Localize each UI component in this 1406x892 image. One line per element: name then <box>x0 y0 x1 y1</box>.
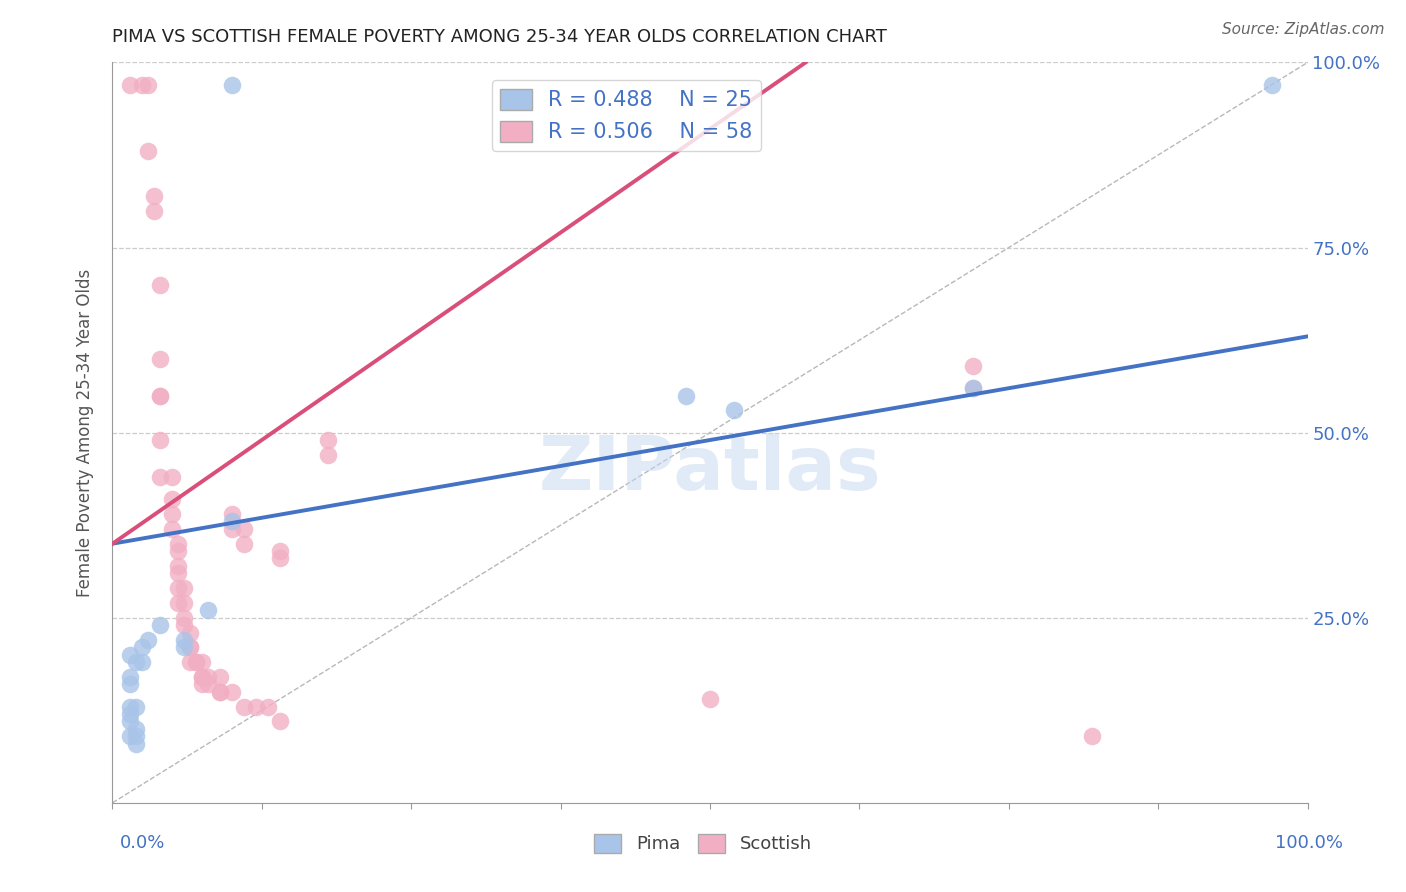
Point <box>173 581 195 595</box>
Y-axis label: Female Poverty Among 25-34 Year Olds: Female Poverty Among 25-34 Year Olds <box>76 268 94 597</box>
Point <box>149 470 172 484</box>
Point <box>191 670 214 684</box>
Point <box>269 551 291 566</box>
Point <box>167 566 190 581</box>
Point <box>173 610 195 624</box>
Point <box>221 522 243 536</box>
Point <box>962 359 984 373</box>
Text: ZIPatlas: ZIPatlas <box>538 434 882 506</box>
Point <box>209 670 232 684</box>
Point <box>138 78 160 92</box>
Point <box>120 78 142 92</box>
Point <box>131 640 153 655</box>
Point <box>269 544 291 558</box>
Text: Source: ZipAtlas.com: Source: ZipAtlas.com <box>1222 22 1385 37</box>
Point <box>1261 78 1284 92</box>
Point <box>125 699 148 714</box>
Point <box>197 677 219 691</box>
Point <box>179 655 201 669</box>
Point <box>131 655 153 669</box>
Point <box>173 632 195 647</box>
Point <box>316 433 339 447</box>
Point <box>125 722 148 736</box>
Point <box>131 78 153 92</box>
Point <box>120 699 142 714</box>
Point <box>257 699 280 714</box>
Point <box>316 448 339 462</box>
Point <box>162 507 183 521</box>
Point <box>699 692 721 706</box>
Point <box>179 625 201 640</box>
Point <box>120 729 142 743</box>
Point <box>191 677 214 691</box>
Point <box>162 492 183 507</box>
Legend: R = 0.488    N = 25, R = 0.506    N = 58: R = 0.488 N = 25, R = 0.506 N = 58 <box>492 80 761 151</box>
Point <box>186 655 208 669</box>
Point <box>167 596 190 610</box>
Point <box>191 655 214 669</box>
Point <box>120 714 142 729</box>
Point <box>120 706 142 721</box>
Point <box>149 433 172 447</box>
Point <box>120 670 142 684</box>
Point <box>125 737 148 751</box>
Point <box>245 699 267 714</box>
Point <box>120 648 142 662</box>
Point <box>221 507 243 521</box>
Point <box>149 388 172 402</box>
Point <box>962 381 984 395</box>
Point <box>149 351 172 366</box>
Point <box>723 403 745 417</box>
Point <box>138 145 160 159</box>
Point <box>179 640 201 655</box>
Point <box>209 685 232 699</box>
Point <box>149 277 172 292</box>
Point <box>125 729 148 743</box>
Point <box>221 515 243 529</box>
Point <box>167 558 190 573</box>
Point <box>173 596 195 610</box>
Point <box>167 544 190 558</box>
Point <box>120 677 142 691</box>
Point <box>125 655 148 669</box>
Point <box>143 203 166 218</box>
Text: 100.0%: 100.0% <box>1275 834 1343 852</box>
Point <box>1081 729 1104 743</box>
Text: PIMA VS SCOTTISH FEMALE POVERTY AMONG 25-34 YEAR OLDS CORRELATION CHART: PIMA VS SCOTTISH FEMALE POVERTY AMONG 25… <box>112 28 887 45</box>
Point <box>149 618 172 632</box>
Point <box>197 670 219 684</box>
Text: 0.0%: 0.0% <box>120 834 165 852</box>
Point <box>191 670 214 684</box>
Point <box>167 581 190 595</box>
Point <box>233 522 256 536</box>
Point <box>167 536 190 550</box>
Point <box>233 536 256 550</box>
Point <box>173 640 195 655</box>
Point <box>233 699 256 714</box>
Point <box>149 388 172 402</box>
Legend: Pima, Scottish: Pima, Scottish <box>588 827 818 861</box>
Point <box>186 655 208 669</box>
Point <box>962 381 984 395</box>
Point <box>162 522 183 536</box>
Point <box>143 188 166 202</box>
Point <box>221 78 243 92</box>
Point <box>221 685 243 699</box>
Point <box>675 388 697 402</box>
Point <box>173 618 195 632</box>
Point <box>269 714 291 729</box>
Point <box>209 685 232 699</box>
Point <box>197 603 219 617</box>
Point <box>162 470 183 484</box>
Point <box>138 632 160 647</box>
Point <box>179 640 201 655</box>
